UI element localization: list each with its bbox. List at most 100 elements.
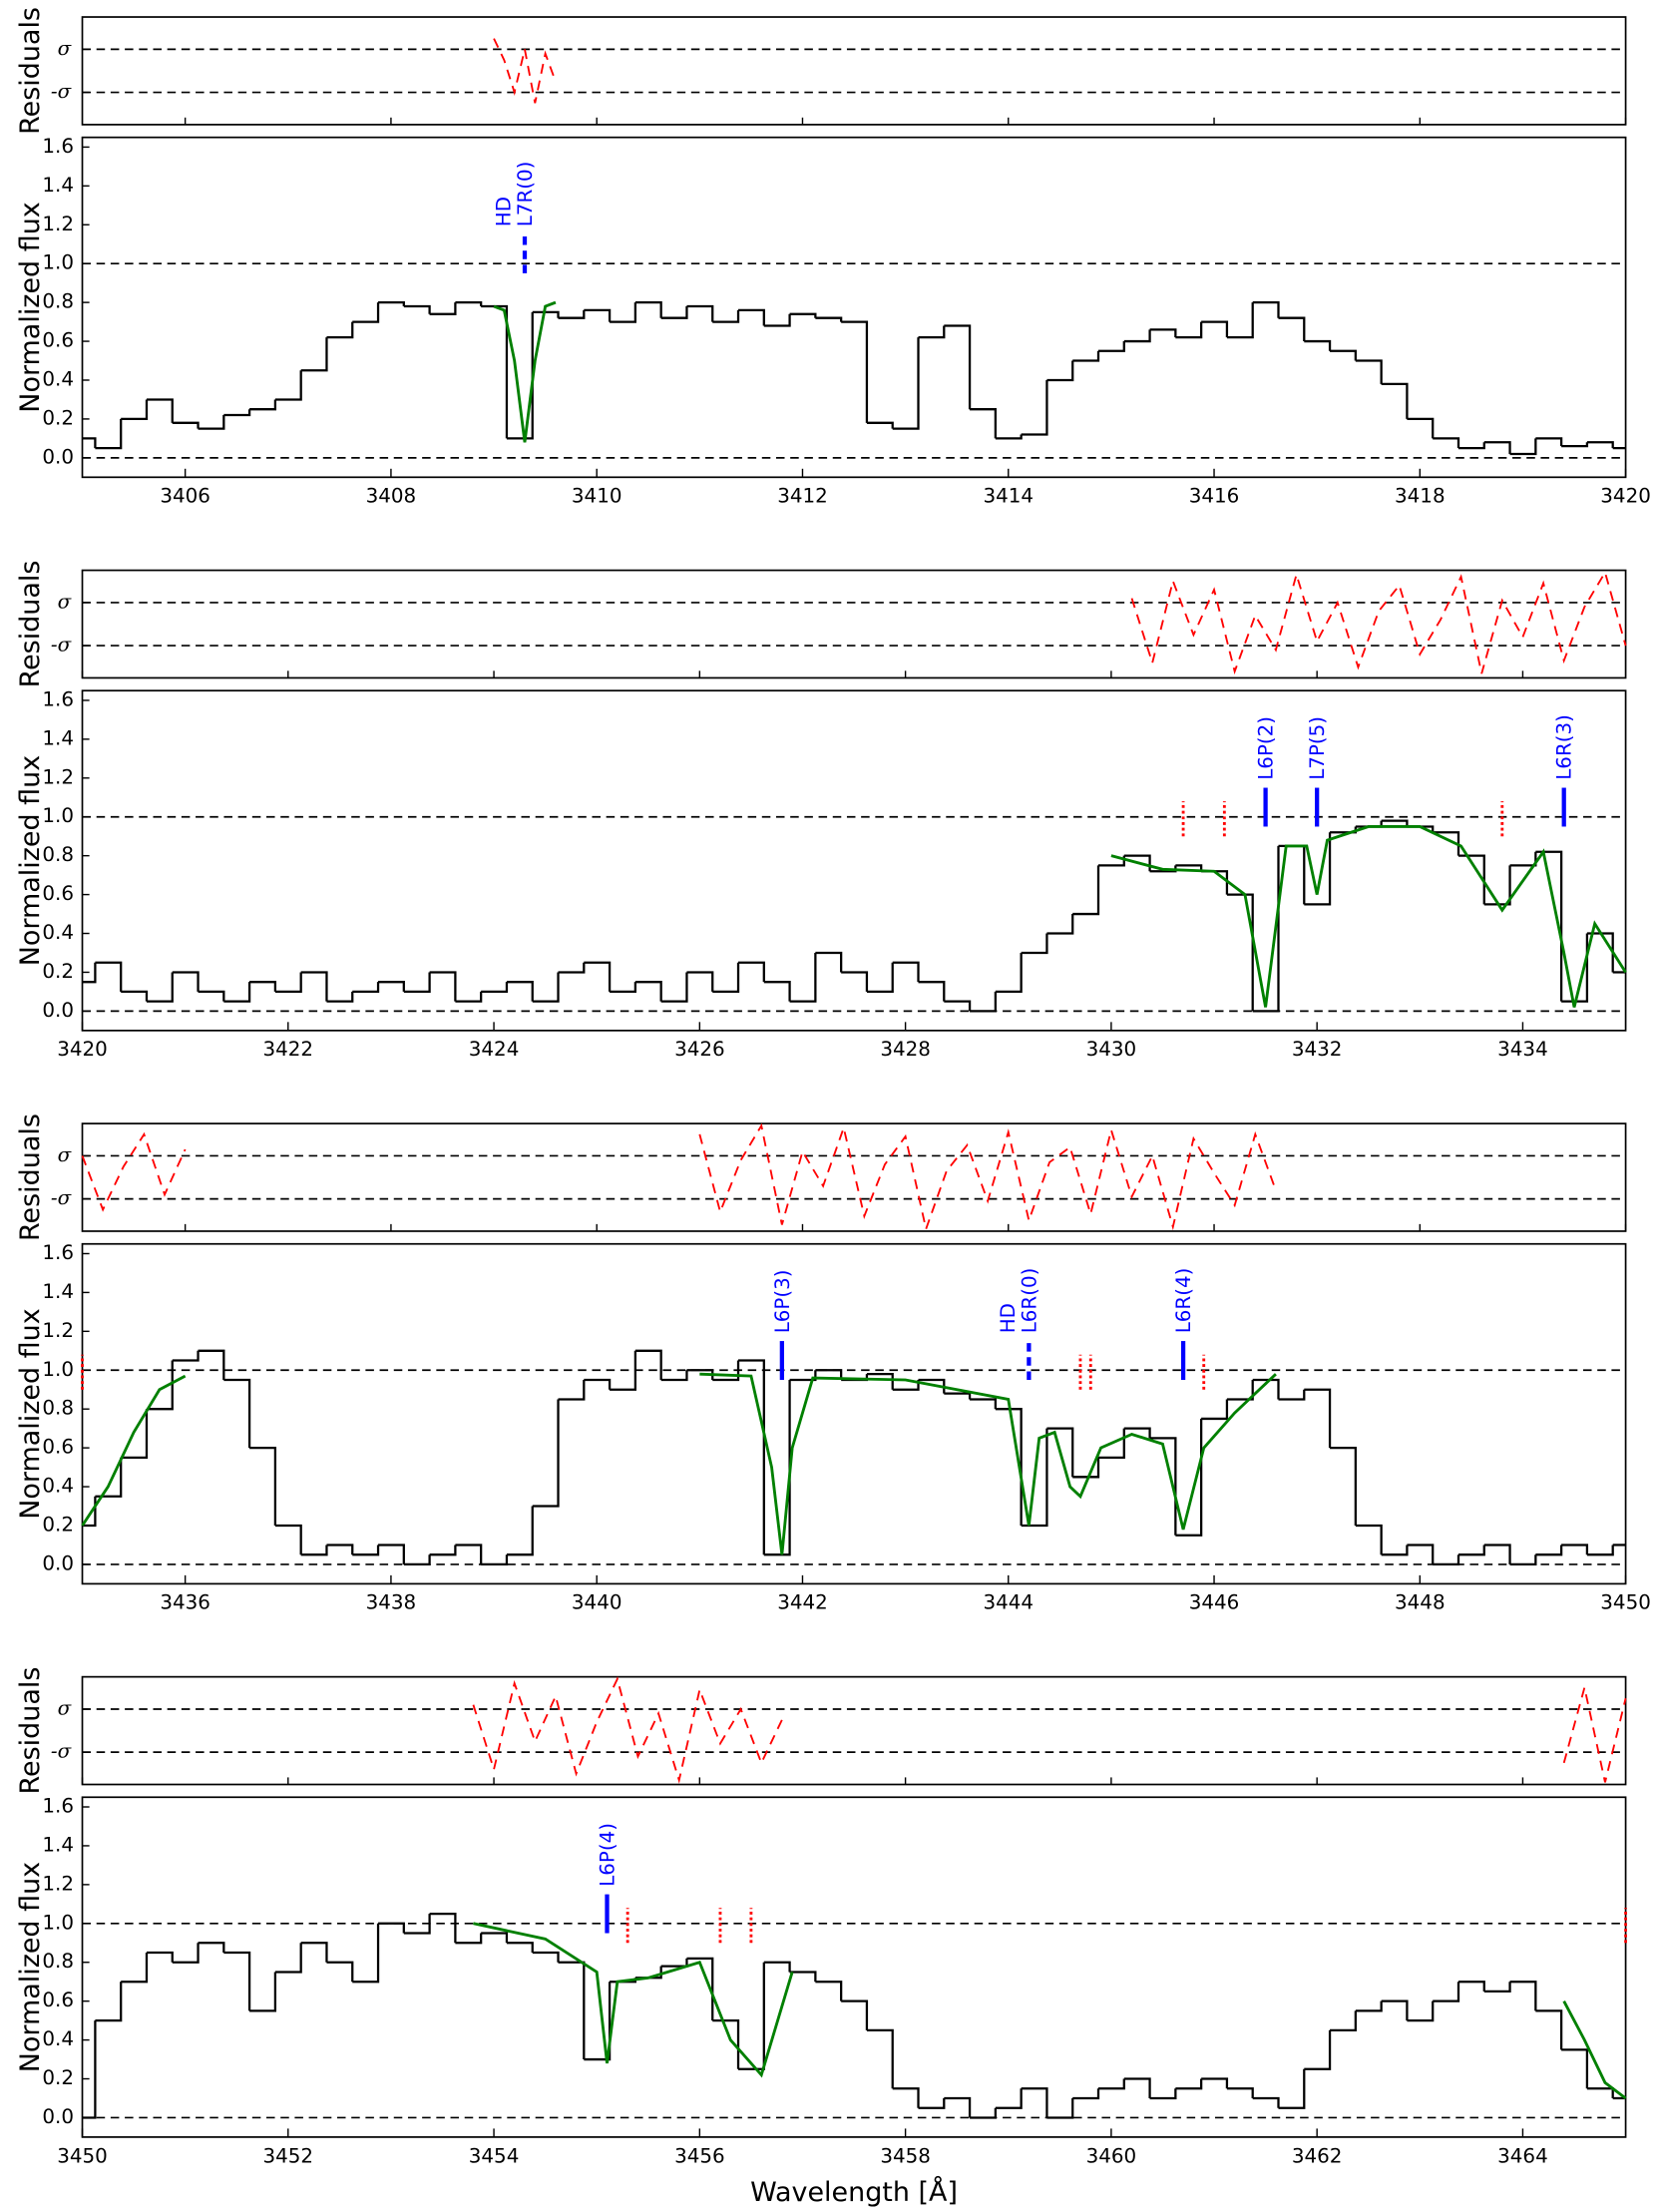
residual-line (493, 38, 557, 104)
spectrum-step (866, 421, 894, 429)
spectrum-step (634, 981, 662, 1002)
spectrum-step (198, 1942, 225, 1953)
spectrum-step (1123, 1427, 1151, 1439)
spectrum-step (352, 1923, 380, 1984)
spectrum-step (660, 972, 688, 1003)
spectrum-step (1586, 441, 1614, 449)
x-tick-label: 3440 (572, 1591, 622, 1614)
transition-label: L6R(3) (1553, 714, 1576, 780)
spectrum-step (403, 304, 431, 314)
spectrum-step (146, 1951, 174, 1963)
spectrum-step (1123, 329, 1151, 343)
spectrum-step (738, 1359, 765, 1555)
spectrum-step (970, 2107, 998, 2119)
spectrum-step (1021, 933, 1048, 955)
residual-frame (81, 1675, 1627, 1786)
spectrum-step (326, 321, 354, 339)
spectrum-step (1330, 826, 1357, 834)
spectrum-step (455, 1933, 483, 1945)
spectrum-step (918, 1378, 946, 1394)
spectrum-step (1021, 379, 1048, 436)
spectrum-step (532, 972, 560, 1003)
spectrum-step (403, 1914, 431, 1935)
spectrum-step (1149, 865, 1177, 873)
spectrum-step (1201, 2077, 1229, 2089)
spectrum-step (95, 1982, 123, 2022)
spectrum-step (481, 304, 509, 439)
spectrum-step (481, 1932, 509, 1944)
residual-y-label: Residuals (15, 1113, 46, 1241)
spectrum-step (378, 1922, 405, 1934)
spectrum-step (172, 1943, 200, 1964)
spectrum-step (532, 1951, 560, 1963)
y-tick-label: 1.4 (42, 726, 74, 749)
spectrum-step (249, 399, 277, 411)
spectrum-step (506, 1942, 534, 1953)
spectrum-step (763, 981, 791, 1002)
y-tick-label: 0.6 (42, 1436, 74, 1459)
spectrum-step (1457, 442, 1485, 450)
spectrum-step (95, 418, 123, 450)
x-tick-label: 3446 (1189, 1591, 1240, 1614)
flux-frame (81, 1242, 1627, 1585)
spectrum-step (1483, 441, 1511, 454)
spectrum-step (584, 308, 612, 322)
x-tick-label: 3452 (263, 2144, 314, 2167)
spectrum-step (1586, 1545, 1614, 1556)
spectrum-step (944, 324, 972, 410)
spectrum-step (95, 1457, 123, 1498)
y-tick-label: σ (58, 1143, 72, 1166)
spectrum-step (660, 1958, 688, 1968)
spectrum-step (1072, 350, 1100, 362)
spectrum-step (1483, 865, 1511, 906)
spectrum-step (1433, 1554, 1460, 1566)
x-tick-label: 3416 (1189, 485, 1240, 508)
x-tick-label: 3408 (366, 485, 417, 508)
spectrum-step (1509, 1981, 1537, 2011)
spectrum-step (300, 1942, 328, 1963)
y-tick-label: -σ (51, 1186, 72, 1209)
residual-y-label: Residuals (15, 561, 46, 688)
transition-label: L7P(5) (1306, 716, 1329, 780)
flux-frame (81, 1796, 1627, 2138)
spectrum-step (172, 421, 200, 429)
spectrum-step (995, 952, 1023, 994)
spectrum-step (841, 1999, 869, 2030)
spectrum-step (1072, 2088, 1100, 2100)
spectrum-step (763, 1961, 791, 1973)
spectrum-step (249, 1446, 277, 1526)
spectrum-step (274, 370, 302, 401)
y-tick-label: 0.2 (42, 1513, 74, 1536)
y-tick-label: -σ (51, 1740, 72, 1763)
spectrum-step (1226, 893, 1254, 1012)
spectrum-step (918, 981, 946, 1002)
spectrum-step (455, 300, 483, 307)
spectrum-step (300, 971, 328, 1002)
spectrum-step (918, 2097, 946, 2109)
spectrum-step (995, 1408, 1023, 1526)
spectrum-step (223, 409, 251, 417)
y-tick-label: 0.4 (42, 1475, 74, 1498)
y-tick-label: 1.0 (42, 1358, 74, 1381)
spectrum-step (584, 961, 612, 992)
spectrum-step (1201, 870, 1229, 895)
spectrum-step (558, 962, 586, 974)
spectrum-step (1433, 437, 1460, 449)
spectrum-step (1407, 1544, 1435, 1564)
flux-y-label: Normalized flux (15, 202, 46, 412)
spectrum-step (584, 1982, 612, 2061)
spectrum-step (1123, 2077, 1151, 2098)
x-tick-label: 3410 (572, 485, 622, 508)
x-tick-label: 3414 (983, 485, 1034, 508)
spectrum-step (1021, 2087, 1048, 2118)
spectrum-step (610, 302, 637, 323)
spectrum-step (1226, 1379, 1254, 1401)
fit-line (81, 1372, 1277, 1555)
y-tick-label: 0.2 (42, 406, 74, 429)
spectrum-step (789, 312, 817, 318)
spectrum-step (660, 306, 688, 319)
spectrum-step (634, 300, 662, 318)
